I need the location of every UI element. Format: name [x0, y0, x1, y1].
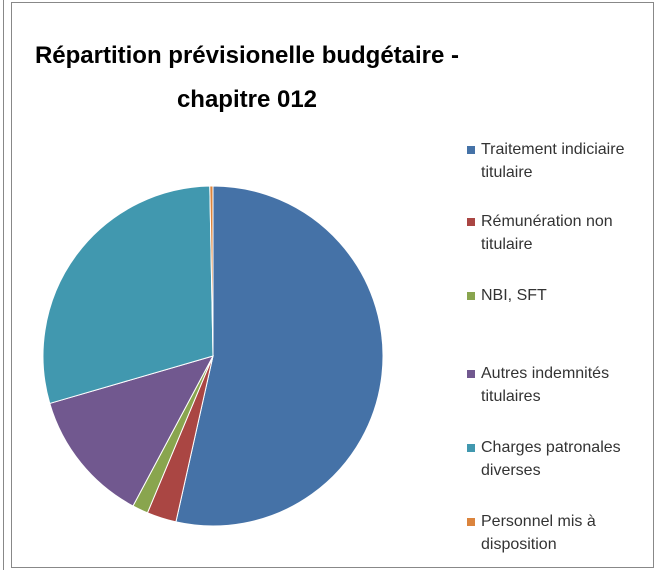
legend-swatch [467, 292, 475, 300]
legend-swatch [467, 370, 475, 378]
legend-swatch [467, 518, 475, 526]
pie-slice [209, 185, 214, 357]
pie-slice [49, 355, 214, 507]
chart-title: Répartition prévisionelle budgétaire - c… [34, 42, 460, 113]
legend-swatch [467, 218, 475, 226]
pie-slice [175, 185, 384, 527]
legend-label: Autres indemnités titulaires [481, 365, 610, 405]
legend-label: Charges patronales diverses [481, 439, 621, 479]
window-edge [3, 0, 4, 570]
legend-swatch [467, 444, 475, 452]
chart-frame [11, 2, 654, 568]
legend-label: Rémunération non titulaire [481, 213, 613, 253]
legend-label: Traitement indiciaire titulaire [481, 141, 625, 181]
legend-swatch [467, 146, 475, 154]
pie-slice [42, 185, 214, 405]
legend-label: NBI, SFT [481, 287, 547, 304]
legend-label: Personnel mis à disposition [481, 513, 596, 553]
